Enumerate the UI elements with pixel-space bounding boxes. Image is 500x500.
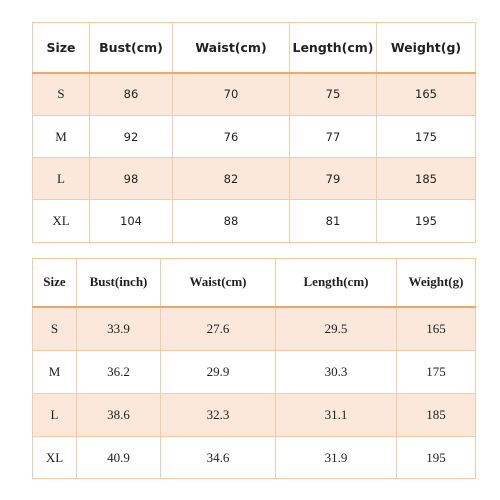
table-cell: 185 bbox=[396, 393, 476, 437]
table-row: M 36.2 29.9 30.3 175 bbox=[32, 350, 476, 394]
header-cell: Size bbox=[32, 22, 90, 74]
table-cell: M bbox=[32, 350, 77, 394]
table-cell: 31.1 bbox=[275, 393, 397, 437]
table-cell: 104 bbox=[89, 199, 173, 243]
header-row: Size Bust(inch) Waist(cm) Length(cm) Weight(… bbox=[32, 258, 476, 308]
table-cell: 30.3 bbox=[275, 350, 397, 394]
table-cell: 165 bbox=[396, 306, 476, 351]
table-cell: 27.6 bbox=[160, 306, 276, 351]
table-cell: 86 bbox=[89, 72, 173, 116]
table-cell: 92 bbox=[89, 115, 173, 158]
table-row: S 86 70 75 165 bbox=[32, 72, 476, 116]
table-cell: 40.9 bbox=[76, 436, 161, 479]
table-cell: 36.2 bbox=[76, 350, 161, 394]
table-cell: 81 bbox=[289, 199, 377, 243]
table-row: M 92 76 77 175 bbox=[32, 115, 476, 158]
table-cell: S bbox=[32, 72, 90, 116]
table-cell: 195 bbox=[376, 199, 476, 243]
header-cell: Bust(cm) bbox=[89, 22, 173, 74]
size-table-cm: Size Bust(cm) Waist(cm) Length(cm) Weight(g)… bbox=[32, 22, 476, 243]
table-cell: 175 bbox=[376, 115, 476, 158]
table-cell: 79 bbox=[289, 157, 377, 200]
table-row: L 38.6 32.3 31.1 185 bbox=[32, 393, 476, 437]
table-row: XL 104 88 81 195 bbox=[32, 199, 476, 243]
table-cell: 76 bbox=[172, 115, 290, 158]
table-cell: 33.9 bbox=[76, 306, 161, 351]
table-cell: 29.9 bbox=[160, 350, 276, 394]
table-row: S 33.9 27.6 29.5 165 bbox=[32, 306, 476, 351]
header-cell: Length(cm) bbox=[289, 22, 377, 74]
table-row: L 98 82 79 185 bbox=[32, 157, 476, 200]
table-cell: 195 bbox=[396, 436, 476, 479]
header-cell: Bust(inch) bbox=[76, 258, 161, 308]
table-cell: 185 bbox=[376, 157, 476, 200]
table-cell: 31.9 bbox=[275, 436, 397, 479]
header-cell: Waist(cm) bbox=[160, 258, 276, 308]
table-row: XL 40.9 34.6 31.9 195 bbox=[32, 436, 476, 479]
table-cell: L bbox=[32, 393, 77, 437]
header-cell: Length(cm) bbox=[275, 258, 397, 308]
table-cell: 75 bbox=[289, 72, 377, 116]
table-cell: 88 bbox=[172, 199, 290, 243]
table-cell: 77 bbox=[289, 115, 377, 158]
table-cell: 38.6 bbox=[76, 393, 161, 437]
table-cell: M bbox=[32, 115, 90, 158]
table-cell: 98 bbox=[89, 157, 173, 200]
table-cell: 34.6 bbox=[160, 436, 276, 479]
header-row: Size Bust(cm) Waist(cm) Length(cm) Weight(g) bbox=[32, 22, 476, 74]
table-cell: 175 bbox=[396, 350, 476, 394]
table-cell: L bbox=[32, 157, 90, 200]
header-cell: Waist(cm) bbox=[172, 22, 290, 74]
table-cell: 32.3 bbox=[160, 393, 276, 437]
table-cell: XL bbox=[32, 199, 90, 243]
table-cell: S bbox=[32, 306, 77, 351]
table-cell: 29.5 bbox=[275, 306, 397, 351]
table-cell: 82 bbox=[172, 157, 290, 200]
table-cell: XL bbox=[32, 436, 77, 479]
header-cell: Size bbox=[32, 258, 77, 308]
table-cell: 165 bbox=[376, 72, 476, 116]
table-cell: 70 bbox=[172, 72, 290, 116]
header-cell: Weight(g) bbox=[376, 22, 476, 74]
size-table-inch: Size Bust(inch) Waist(cm) Length(cm) Weight(… bbox=[32, 258, 476, 479]
header-cell: Weight(g) bbox=[396, 258, 476, 308]
